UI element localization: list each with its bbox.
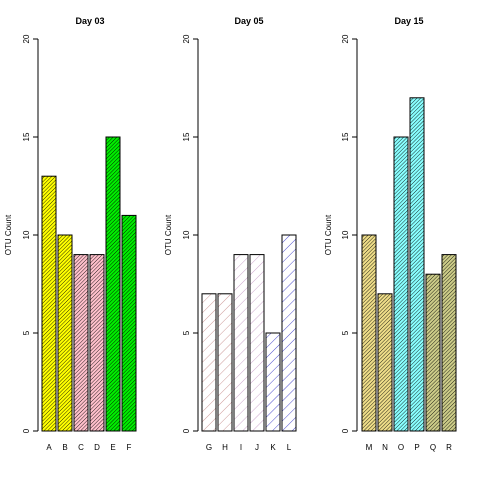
y-tick-label: 5 <box>22 330 31 335</box>
x-tick-label: I <box>240 443 242 452</box>
y-tick-label: 15 <box>182 132 191 141</box>
bar-outline <box>249 254 265 432</box>
x-tick-label: D <box>94 443 100 452</box>
bar-outline <box>73 254 89 432</box>
bar-P <box>410 97 424 432</box>
bar-outline <box>121 214 137 432</box>
bar-M <box>362 235 376 431</box>
bar-L <box>282 235 296 431</box>
y-tick-label: 15 <box>341 132 350 141</box>
bar-B <box>58 235 72 431</box>
y-tick-label: 0 <box>182 428 191 433</box>
x-tick-label: Q <box>430 443 436 452</box>
bar-outline <box>265 332 281 432</box>
y-tick-label: 0 <box>341 428 350 433</box>
x-tick-label: R <box>446 443 452 452</box>
bar-outline <box>409 97 425 432</box>
x-tick-label: F <box>127 443 132 452</box>
bar-O <box>394 137 408 431</box>
bar-outline <box>217 293 233 432</box>
chart-panel-day15: Day 15 OTU Count 0 5 10 15 20 M N O P Q R <box>324 16 457 452</box>
bar-Q <box>426 274 440 431</box>
y-tick-label: 20 <box>341 34 350 43</box>
x-tick-label: K <box>270 443 276 452</box>
x-tick-label: J <box>255 443 259 452</box>
bar-outline <box>89 254 105 432</box>
bar-outline <box>201 293 217 432</box>
bar-outline <box>281 234 297 432</box>
bar-outline <box>377 293 393 432</box>
bar-R <box>442 254 456 431</box>
bar-outline <box>41 175 57 432</box>
x-tick-label: M <box>366 443 373 452</box>
x-tick-label: B <box>62 443 67 452</box>
y-axis-label: OTU Count <box>324 214 333 255</box>
bar-G <box>202 293 216 431</box>
bar-outline <box>233 254 249 432</box>
y-tick-label: 10 <box>341 230 350 239</box>
bar-C <box>74 254 88 431</box>
x-tick-label: C <box>78 443 84 452</box>
chart-title: Day 05 <box>234 16 263 26</box>
y-tick-label: 20 <box>22 34 31 43</box>
y-tick-label: 0 <box>22 428 31 433</box>
y-tick-label: 5 <box>341 330 350 335</box>
x-tick-label: A <box>46 443 52 452</box>
x-tick-label: E <box>110 443 115 452</box>
bar-D <box>90 254 104 431</box>
bar-J <box>250 254 264 431</box>
bar-F <box>122 215 136 431</box>
y-axis-label: OTU Count <box>4 214 13 255</box>
y-tick-label: 5 <box>182 330 191 335</box>
x-tick-label: P <box>414 443 419 452</box>
bar-outline <box>361 234 377 432</box>
chart-title: Day 15 <box>394 16 423 26</box>
bar-outline <box>425 273 441 432</box>
bar-E <box>106 137 120 431</box>
bar-outline <box>57 234 73 432</box>
bar-N <box>378 293 392 431</box>
bar-outline <box>393 136 409 432</box>
chart-title: Day 03 <box>75 16 104 26</box>
bar-outline <box>441 254 457 432</box>
bar-H <box>218 293 232 431</box>
x-tick-label: L <box>287 443 292 452</box>
x-tick-label: G <box>206 443 212 452</box>
x-tick-label: O <box>398 443 404 452</box>
y-tick-label: 15 <box>22 132 31 141</box>
y-tick-label: 10 <box>182 230 191 239</box>
y-tick-label: 10 <box>22 230 31 239</box>
chart-panel-day05: Day 05 OTU Count 0 5 10 15 20 G H I J K L <box>164 16 297 452</box>
y-tick-label: 20 <box>182 34 191 43</box>
x-tick-label: N <box>382 443 388 452</box>
chart-panel-day03: Day 03 OTU Count 0 5 10 15 20 A B C D E F <box>4 16 137 452</box>
y-axis-label: OTU Count <box>164 214 173 255</box>
bar-outline <box>105 136 121 432</box>
x-tick-label: H <box>222 443 228 452</box>
bar-A <box>42 176 56 431</box>
bar-I <box>234 254 248 431</box>
bar-K <box>266 333 280 431</box>
